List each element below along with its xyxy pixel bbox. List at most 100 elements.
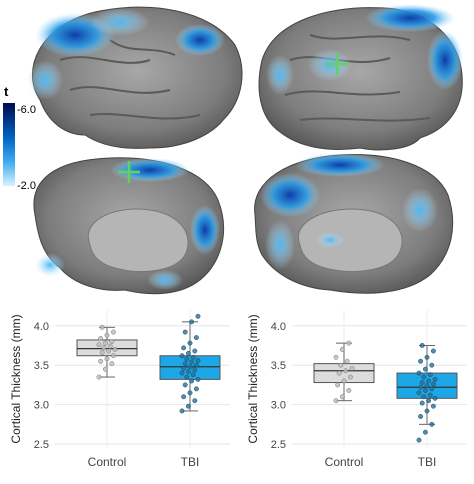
x-tick-label: TBI (181, 455, 200, 469)
brain-lateral-right (258, 4, 463, 151)
data-point (426, 378, 432, 384)
brain-medial-right (254, 153, 454, 294)
data-point (424, 408, 430, 414)
y-tick-label: 2.5 (34, 439, 49, 451)
data-point (189, 319, 195, 325)
data-point (349, 365, 355, 371)
data-point (430, 403, 436, 409)
x-tick-label: Control (325, 455, 364, 469)
data-point (429, 386, 435, 392)
y-tick-label: 3.0 (271, 400, 286, 412)
data-point (426, 398, 432, 404)
data-point (182, 361, 188, 367)
data-point (99, 350, 105, 356)
y-tick-label: 3.5 (34, 360, 49, 372)
data-point (98, 358, 104, 364)
data-point (338, 362, 344, 368)
data-point (110, 329, 116, 335)
data-point (190, 354, 196, 360)
data-point (102, 340, 108, 346)
data-point (422, 429, 428, 435)
data-point (184, 356, 190, 362)
data-point (339, 346, 345, 352)
data-point (185, 369, 191, 374)
data-point (421, 394, 427, 400)
data-point (181, 365, 187, 371)
data-point (421, 374, 427, 380)
data-point (416, 437, 422, 443)
y-tick-label: 4.0 (271, 321, 286, 333)
data-point (96, 374, 102, 380)
brain-surface-panels (27, 4, 463, 295)
data-point (336, 370, 342, 376)
data-point (192, 367, 198, 373)
data-point (416, 390, 422, 396)
data-point (418, 358, 424, 364)
data-point (101, 345, 107, 351)
brain-lateral-left (27, 6, 243, 149)
data-point (106, 348, 112, 354)
data-point (185, 403, 191, 409)
boxplot-left-svg: Cortical Thickness (mm) 2.5 3.0 3.5 4.0 Contr… (9, 310, 230, 469)
data-point (195, 313, 201, 319)
data-point (419, 343, 425, 348)
data-point (109, 339, 115, 344)
data-point (346, 340, 352, 346)
data-point (187, 340, 193, 346)
data-point (181, 394, 187, 400)
data-point (193, 386, 199, 392)
colorbar (3, 103, 15, 186)
box-tbi (396, 372, 458, 399)
boxplot-right: Cortical Thickness (mm) 2.5 3.0 3.5 4.0 Contr… (237, 300, 474, 484)
colorbar-title: t (4, 84, 9, 99)
data-point (104, 356, 110, 362)
y-tick-label: 4.0 (34, 321, 49, 333)
colorbar-max-label: -6.0 (17, 104, 36, 116)
data-point (189, 378, 195, 384)
data-point (429, 421, 435, 427)
y-axis-label: Cortical Thickness (mm) (9, 314, 23, 443)
data-point (432, 376, 438, 382)
data-point (427, 372, 433, 378)
data-point (427, 392, 433, 398)
data-point (341, 378, 347, 384)
data-point (104, 332, 110, 338)
data-point (424, 354, 430, 360)
y-tick-label: 2.5 (271, 439, 286, 451)
y-tick-label: 3.0 (34, 400, 49, 412)
data-point (339, 394, 345, 400)
data-point (192, 398, 198, 404)
data-point (430, 348, 436, 354)
data-point (333, 354, 339, 360)
data-point (182, 382, 188, 388)
data-point (109, 361, 115, 367)
data-point (193, 335, 199, 341)
data-point (96, 342, 102, 348)
data-point (347, 374, 353, 380)
data-point (422, 387, 428, 393)
data-point (181, 345, 187, 351)
data-point (187, 364, 193, 370)
data-point (430, 381, 436, 387)
data-point (184, 374, 190, 380)
data-point (344, 358, 350, 364)
data-point (110, 353, 116, 359)
boxplot-left: Cortical Thickness (mm) 2.5 3.0 3.5 4.0 Contr… (0, 300, 237, 484)
data-point (418, 414, 424, 419)
data-point (432, 395, 438, 401)
data-point (112, 346, 118, 352)
brain-medial-left (33, 157, 225, 295)
y-tick-label: 3.5 (271, 360, 286, 372)
data-point (179, 408, 185, 414)
x-tick-label: Control (88, 455, 127, 469)
data-point (187, 390, 193, 396)
data-point (107, 343, 113, 349)
data-point (195, 376, 201, 382)
data-point (343, 368, 349, 374)
data-point (419, 400, 425, 406)
data-point (424, 383, 430, 389)
data-point (193, 362, 199, 368)
data-point (422, 366, 428, 372)
data-point (333, 398, 339, 404)
x-tick-label: TBI (418, 455, 437, 469)
